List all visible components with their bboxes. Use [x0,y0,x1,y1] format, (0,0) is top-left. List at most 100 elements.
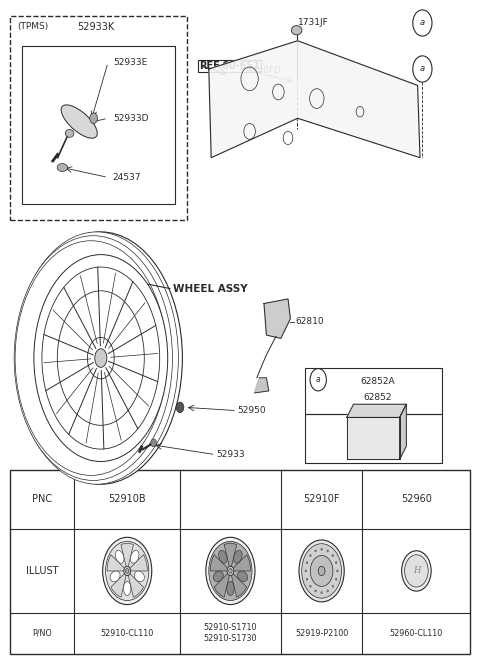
Text: 1731JF: 1731JF [298,18,328,28]
Ellipse shape [227,581,234,595]
Bar [22,46,175,204]
Ellipse shape [57,164,68,171]
Ellipse shape [110,571,120,581]
Circle shape [315,550,316,552]
Text: 52933: 52933 [216,450,245,459]
Ellipse shape [14,236,172,480]
Text: 1140FD: 1140FD [247,66,282,75]
Text: P/NO: P/NO [32,629,52,638]
Ellipse shape [115,551,124,563]
Circle shape [327,550,328,552]
Circle shape [332,585,334,587]
Bar [305,414,442,463]
Circle shape [318,566,325,576]
Circle shape [176,402,184,413]
Text: 52919-P2100: 52919-P2100 [295,629,348,638]
Text: 52910-CL110: 52910-CL110 [101,629,154,638]
Circle shape [336,578,337,580]
Text: H: H [413,566,420,576]
Circle shape [206,537,255,604]
Circle shape [124,566,131,576]
Polygon shape [264,299,290,338]
Ellipse shape [34,255,168,461]
Circle shape [306,578,308,580]
Circle shape [151,439,156,447]
Text: 52950: 52950 [238,406,266,415]
Circle shape [315,590,316,592]
Polygon shape [400,404,407,459]
Text: WHEEL ASSY: WHEEL ASSY [173,284,247,294]
Ellipse shape [95,349,107,367]
Ellipse shape [234,551,242,563]
Text: 52933K: 52933K [77,22,114,32]
Text: (TPMS): (TPMS) [17,22,48,31]
Ellipse shape [15,232,179,484]
Circle shape [106,541,149,600]
Circle shape [125,568,129,574]
Circle shape [310,555,333,587]
Text: 62810: 62810 [295,317,324,327]
Text: PNC: PNC [32,494,52,505]
Text: a: a [316,375,321,384]
Text: 52910-S1710
52910-S1730: 52910-S1710 52910-S1730 [204,623,257,643]
Circle shape [302,544,341,598]
Polygon shape [224,543,237,571]
Circle shape [321,591,323,594]
Text: ILLUST: ILLUST [26,566,58,576]
Bar [10,16,187,220]
Text: 52933E: 52933E [113,58,147,67]
Circle shape [332,555,334,556]
Circle shape [209,541,252,600]
Polygon shape [121,543,133,571]
Text: a: a [420,64,425,74]
Text: 62852A: 62852A [360,376,396,386]
Circle shape [306,562,308,564]
Circle shape [336,570,338,572]
Text: REF.60-651: REF.60-651 [199,60,260,71]
Circle shape [327,590,328,592]
Bar [10,470,470,654]
Ellipse shape [134,571,144,581]
Ellipse shape [65,129,74,137]
Text: 52910B: 52910B [108,494,146,505]
Ellipse shape [291,26,302,35]
Circle shape [405,555,428,587]
Bar [305,368,442,414]
Text: 62852: 62852 [364,393,392,402]
Circle shape [228,568,232,574]
Circle shape [103,537,152,604]
Polygon shape [230,571,247,597]
Polygon shape [230,555,251,571]
Ellipse shape [123,581,131,595]
Circle shape [227,566,234,576]
Circle shape [305,570,307,572]
Text: 52933D: 52933D [113,114,148,123]
Ellipse shape [131,551,139,563]
Polygon shape [347,404,407,417]
Circle shape [299,540,344,602]
Polygon shape [210,555,230,571]
Ellipse shape [218,551,227,563]
Text: 52910F: 52910F [303,494,340,505]
Polygon shape [107,555,127,571]
Ellipse shape [238,571,248,581]
Polygon shape [127,571,144,597]
Polygon shape [209,41,420,158]
Polygon shape [347,417,400,459]
Circle shape [336,562,337,564]
Circle shape [310,585,311,587]
Ellipse shape [19,232,182,484]
Polygon shape [111,571,127,597]
Text: 24537: 24537 [113,173,141,182]
Text: 52960-CL110: 52960-CL110 [390,629,443,638]
Circle shape [402,551,431,591]
Polygon shape [127,555,147,571]
Circle shape [310,555,311,556]
Text: a: a [420,18,425,28]
Polygon shape [254,378,269,393]
Text: 52960: 52960 [401,494,432,505]
Ellipse shape [61,105,97,138]
Circle shape [321,548,323,551]
Ellipse shape [213,571,223,581]
Polygon shape [214,571,230,597]
